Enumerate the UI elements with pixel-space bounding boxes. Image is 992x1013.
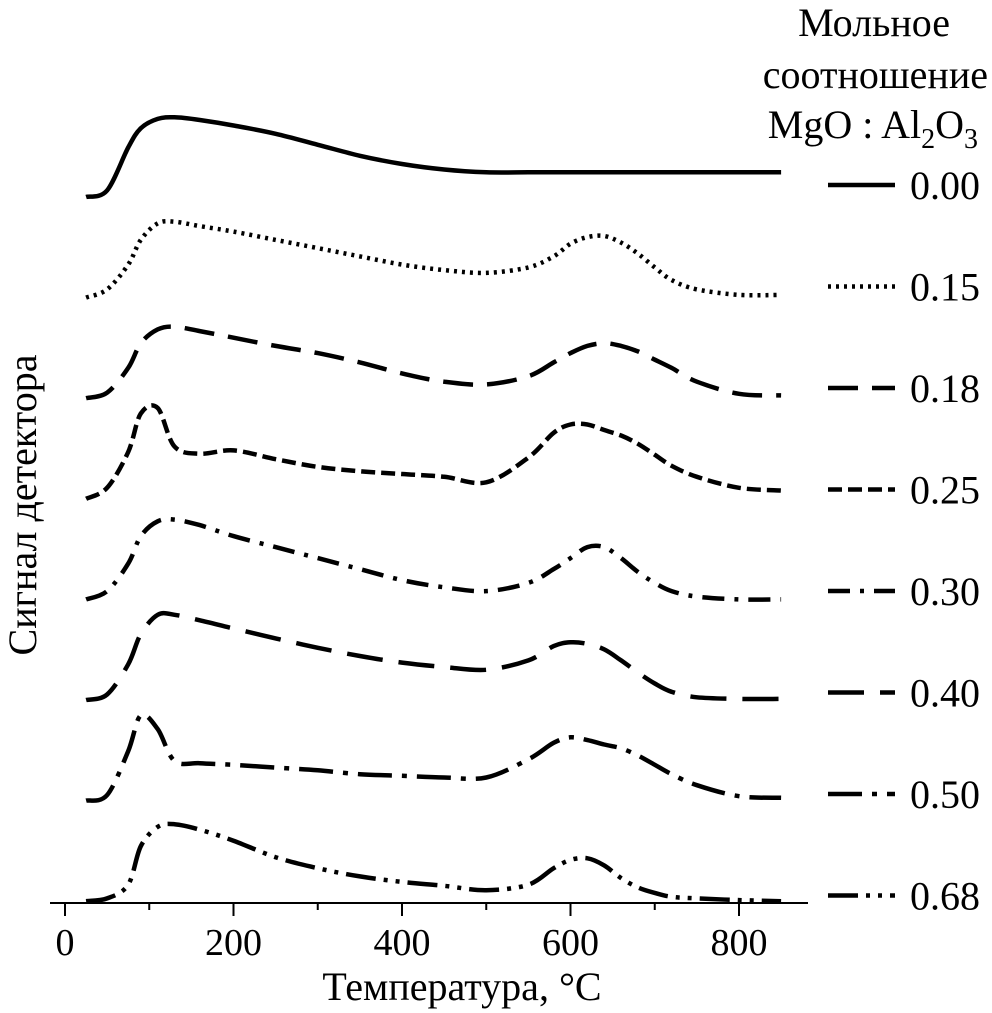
legend-label-0.15: 0.15 — [910, 265, 980, 310]
legend: Мольное соотношение MgO : Al2O3 0.00 0.15… — [763, 0, 988, 919]
series-line-0.25 — [85, 403, 782, 501]
series-line-0.68 — [85, 821, 782, 904]
x-axis: 0 200 400 600 800 — [50, 902, 808, 964]
series-line-0.40 — [85, 610, 782, 703]
legend-label-0.00: 0.00 — [910, 163, 980, 208]
legend-label-0.30: 0.30 — [910, 569, 980, 614]
legend-title-formula: MgO : Al2O3 — [768, 102, 978, 155]
legend-label-0.50: 0.50 — [910, 772, 980, 817]
series-line-0.18 — [85, 324, 782, 401]
x-tick-label-600: 600 — [542, 922, 599, 964]
x-tick-label-200: 200 — [205, 922, 262, 964]
series-line-0.15 — [85, 218, 782, 300]
legend-title-line-2: соотношение — [763, 52, 988, 97]
series-line-0.50 — [85, 712, 782, 803]
series-line-0.30 — [85, 516, 782, 602]
legend-label-0.40: 0.40 — [910, 671, 980, 716]
legend-label-0.18: 0.18 — [910, 366, 980, 411]
legend-label-0.68: 0.68 — [910, 874, 980, 919]
y-axis-label: Сигнал детектора — [0, 354, 45, 655]
x-axis-label: Температура, °C — [322, 964, 601, 1009]
x-tick-label-800: 800 — [711, 922, 768, 964]
legend-title-line-1: Мольное — [798, 0, 950, 45]
legend-label-0.25: 0.25 — [910, 468, 980, 513]
curves — [85, 114, 782, 904]
series-line-0.00 — [85, 114, 782, 200]
x-tick-label-0: 0 — [56, 922, 75, 964]
x-tick-label-400: 400 — [374, 922, 431, 964]
